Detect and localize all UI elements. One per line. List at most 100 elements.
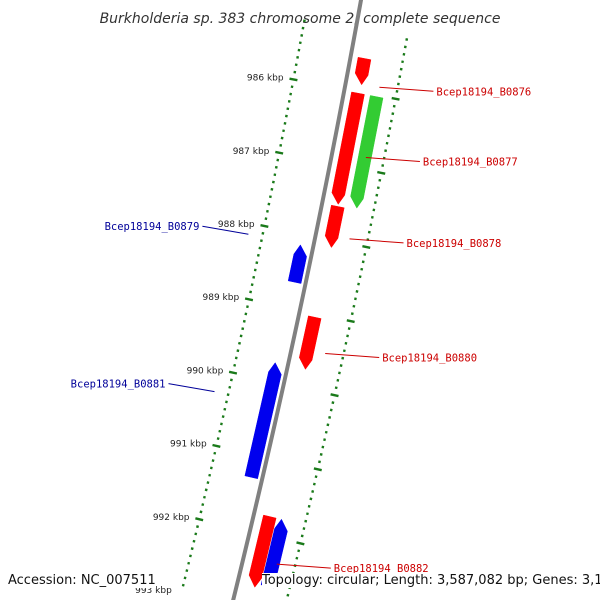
minor-tick [220,422,223,426]
gene-label-group[interactable]: Bcep18194_B0878 [349,238,502,250]
minor-tick [246,305,249,309]
minor-tick [284,114,288,118]
minor-tick [183,576,187,580]
minor-tick [344,341,348,345]
gene-arrow-bcep18194_b0878[interactable] [324,204,345,248]
gene-arrow-bcep18194_b0876[interactable] [354,57,372,86]
minor-tick [388,127,392,130]
minor-tick [209,466,213,470]
minor-tick [290,85,294,89]
minor-tick [385,141,389,145]
minor-tick [300,534,304,538]
minor-tick [314,475,318,479]
minor-tick [370,215,374,219]
minor-tick [300,34,304,37]
minor-tick [294,63,298,67]
label-leader-line [365,157,420,162]
gene-arrow-bcep18194_b0879[interactable] [287,244,307,284]
major-tick [346,319,355,324]
minor-tick [375,193,379,197]
minor-tick [304,519,308,523]
minor-tick [213,451,217,455]
minor-tick [234,356,238,360]
gene-label[interactable]: Bcep18194_B0882 [334,563,429,575]
minor-tick [289,92,293,96]
minor-tick [384,149,388,153]
minor-tick [372,208,376,212]
kbp-tick-label: 993 kbp [135,586,172,596]
minor-tick [259,239,263,243]
minor-tick [312,482,316,486]
gene-arrow-bcep18194_b0881[interactable] [244,362,282,479]
major-tick [313,467,322,472]
gene-label-group[interactable]: Bcep18194_B0877 [365,157,518,169]
minor-tick [338,371,341,375]
gene-label-group[interactable]: Bcep18194_B0876 [379,86,531,98]
minor-tick [346,334,349,338]
minor-tick [311,490,315,493]
minor-tick [271,180,275,184]
minor-tick [321,445,325,449]
kbp-tick-label: 991 kbp [170,440,207,450]
minor-tick [286,593,290,597]
minor-tick [307,504,311,508]
minor-tick [342,349,346,353]
map-title: Burkholderia sp. 383 chromosome 2, compl… [100,11,501,27]
minor-tick [309,497,313,501]
major-tick [289,77,298,82]
gene-label-group[interactable]: Bcep18194_B0880 [325,353,477,365]
gene-label[interactable]: Bcep18194_B0880 [382,353,477,365]
minor-tick [264,217,268,221]
minor-tick [354,297,357,301]
gene-label-group[interactable]: Bcep18194_B0879 [105,221,249,235]
gene-arrow-bcep18194_b0880[interactable] [299,315,322,370]
minor-tick [223,407,227,411]
minor-tick [274,165,278,169]
minor-tick [187,561,191,565]
minor-tick [229,378,233,382]
gene-label[interactable]: Bcep18194_B0879 [105,221,200,233]
major-tick [260,224,269,228]
minor-tick [357,282,360,286]
gene-label[interactable]: Bcep18194_B0877 [423,157,518,169]
minor-tick [218,429,222,433]
minor-tick [250,283,254,287]
major-tick [195,517,204,522]
minor-tick [334,386,338,390]
minor-tick [206,481,210,485]
kbp-tick-label: 989 kbp [203,293,240,303]
minor-tick [389,119,393,123]
major-tick [275,150,284,155]
minor-tick [233,363,237,367]
gene-arrow-bcep18194_b0882[interactable] [248,514,277,588]
minor-tick [208,473,212,477]
minor-tick [216,437,220,441]
minor-tick [387,134,390,138]
minor-tick [318,460,321,464]
minor-tick [350,312,354,316]
gene-arrow-green-feature[interactable] [350,95,384,209]
minor-tick [239,334,243,338]
minor-tick [261,231,265,235]
major-tick [228,370,238,375]
minor-tick [336,378,340,382]
gene-label[interactable]: Bcep18194_B0876 [436,86,531,98]
minor-tick [194,532,198,536]
minor-tick [298,41,302,45]
major-tick [330,393,339,398]
minor-tick [403,45,407,49]
gene-label[interactable]: Bcep18194_B0878 [407,238,502,250]
minor-tick [401,60,404,64]
minor-tick [373,201,377,204]
minor-tick [266,209,269,213]
gene-label-group[interactable]: Bcep18194_B0882 [276,563,429,575]
minor-tick [280,136,284,140]
minor-tick [252,275,256,279]
gene-arrow-bcep18194_b0877[interactable] [331,91,365,205]
gene-label-group[interactable]: Bcep18194_B0881 [71,379,215,393]
minor-tick [203,495,206,499]
minor-tick [376,186,380,190]
minor-tick [238,341,241,345]
gene-label[interactable]: Bcep18194_B0881 [71,379,166,391]
minor-tick [201,503,205,507]
